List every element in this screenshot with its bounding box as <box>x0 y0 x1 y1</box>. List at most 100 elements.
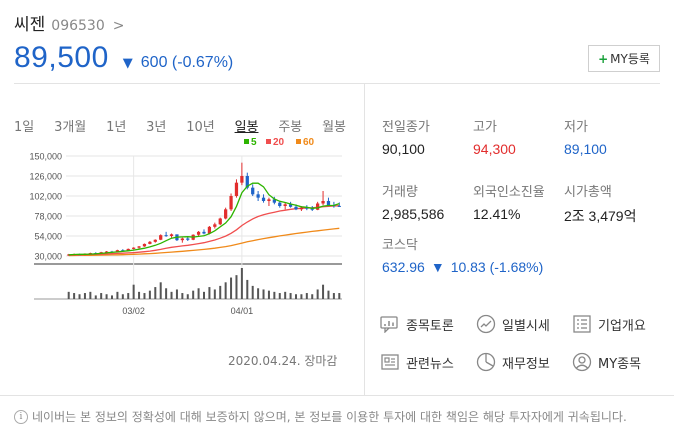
volume-bar <box>127 293 130 299</box>
candle-body <box>229 196 233 210</box>
tab-daily[interactable]: 일봉 <box>234 120 259 135</box>
candle-body <box>294 206 298 210</box>
volume-bar <box>251 285 254 299</box>
candle-body <box>104 251 109 253</box>
y-tick-label: 126,000 <box>29 172 62 182</box>
candle-body <box>305 207 309 209</box>
volume-bar <box>267 290 270 299</box>
tab-weekly[interactable]: 주봉 <box>278 120 303 135</box>
ma60-line <box>68 227 340 257</box>
price-change: 600 (-0.67%) <box>140 54 234 71</box>
candle-body <box>234 182 239 196</box>
chart-svg: 5 20 60 150,000 126,000 102,000 78,000 54,000 30… <box>29 137 342 316</box>
candle-body <box>159 235 163 240</box>
volume-bar <box>111 295 113 299</box>
legend-swatch <box>244 139 249 144</box>
volume-bar <box>278 293 281 299</box>
my-register-button[interactable]: + MY등록 <box>588 45 660 72</box>
volume-bar <box>235 275 238 299</box>
volume-bar <box>284 291 287 299</box>
disclaimer-text: 네이버는 본 정보의 정확성에 대해 보증하지 않으며, 본 정보를 이용한 투… <box>32 410 627 424</box>
link-company-overview[interactable]: 기업개요 <box>572 314 665 334</box>
link-daily-price[interactable]: 일별시세 <box>476 314 572 334</box>
volume-bar <box>197 288 200 299</box>
candle-body <box>321 201 325 204</box>
down-triangle-icon: ▼ <box>122 56 133 71</box>
stat-low: 저가 89,100 <box>564 116 655 157</box>
candle-body <box>164 235 168 237</box>
volume-bar <box>300 294 303 299</box>
volume-bar <box>132 284 135 299</box>
chevron-right-icon[interactable]: > <box>112 18 125 34</box>
tab-1d[interactable]: 1일 <box>14 120 35 135</box>
volume-bar <box>186 294 189 299</box>
link-financials[interactable]: 재무정보 <box>476 352 572 372</box>
kosdaq-index[interactable]: 코스닥 632.96 ▼ 10.83 (-1.68%) <box>382 234 543 275</box>
volume-bar <box>78 294 81 299</box>
kosdaq-value: 632.96 <box>382 259 425 275</box>
kosdaq-change: 10.83 (-1.68%) <box>450 259 544 275</box>
trend-icon <box>476 314 496 334</box>
link-label: 관련뉴스 <box>406 356 454 372</box>
volume-bar <box>116 291 119 299</box>
candle-body <box>153 239 157 242</box>
link-discussion[interactable]: 종목토론 <box>380 314 476 334</box>
stat-label: 거래량 <box>382 185 418 200</box>
volume-bar <box>175 289 178 299</box>
candle-body <box>224 209 228 219</box>
link-news[interactable]: 관련뉴스 <box>380 352 476 372</box>
stock-chart[interactable]: 5 20 60 150,000 126,000 102,000 78,000 54,000 30… <box>14 136 350 322</box>
stat-label: 저가 <box>564 120 588 135</box>
volume-bar <box>170 291 173 299</box>
stock-name[interactable]: 씨젠 <box>14 15 46 35</box>
tab-10y[interactable]: 10년 <box>186 120 215 135</box>
link-label: MY종목 <box>598 356 642 372</box>
volume-bar <box>67 291 70 299</box>
volume-bar <box>230 277 233 299</box>
tab-monthly[interactable]: 월봉 <box>322 120 346 135</box>
y-tick-label: 54,000 <box>34 232 62 242</box>
stat-label: 고가 <box>473 120 497 135</box>
divider <box>0 395 674 396</box>
tab-3y[interactable]: 3년 <box>146 120 167 135</box>
candle-body <box>202 231 206 234</box>
stock-header: 씨젠 096530 > 89,500 ▼ 600 (-0.67%) <box>14 10 233 75</box>
candle-body <box>137 246 141 248</box>
volume-bar <box>316 289 319 299</box>
link-label: 일별시세 <box>502 318 550 334</box>
candle-body <box>245 176 249 188</box>
document-icon <box>573 315 591 333</box>
tab-1y[interactable]: 1년 <box>106 120 127 135</box>
volume-bar <box>208 287 211 299</box>
candle-body <box>213 224 217 227</box>
tab-3m[interactable]: 3개월 <box>54 120 87 135</box>
candle-body <box>288 204 293 207</box>
plus-icon: + <box>598 51 609 66</box>
candle-body <box>142 243 147 247</box>
volume-bar <box>338 293 341 299</box>
disclaimer: i 네이버는 본 정보의 정확성에 대해 보증하지 않으며, 본 정보를 이용한… <box>14 408 627 425</box>
volume-bar <box>240 268 243 299</box>
volume-bar <box>121 294 124 299</box>
volume-bar <box>165 288 168 299</box>
volume-bar <box>327 290 330 299</box>
volume-bar <box>181 293 184 299</box>
candle-body <box>115 250 120 252</box>
volume-bar <box>148 290 151 299</box>
quick-links: 종목토론 일별시세 기업개요 관련뉴스 재무정보 MY종목 <box>380 314 665 372</box>
candle-body <box>310 208 314 210</box>
volume-bar <box>322 284 325 299</box>
link-my-stocks[interactable]: MY종목 <box>572 352 665 372</box>
stat-prev-close: 전일종가 90,100 <box>382 116 473 157</box>
candle-body <box>272 199 276 203</box>
volume-bar <box>246 279 249 299</box>
current-price: 89,500 <box>14 41 109 74</box>
user-icon <box>572 352 592 372</box>
stat-market-cap: 시가총액 2조 3,479억 <box>564 181 655 226</box>
volume-bar <box>159 282 162 299</box>
volume-bar <box>105 294 108 299</box>
volume-bar <box>295 294 297 299</box>
stock-code[interactable]: 096530 <box>51 18 105 34</box>
candle-body <box>240 176 244 183</box>
ma5-line <box>68 182 340 256</box>
